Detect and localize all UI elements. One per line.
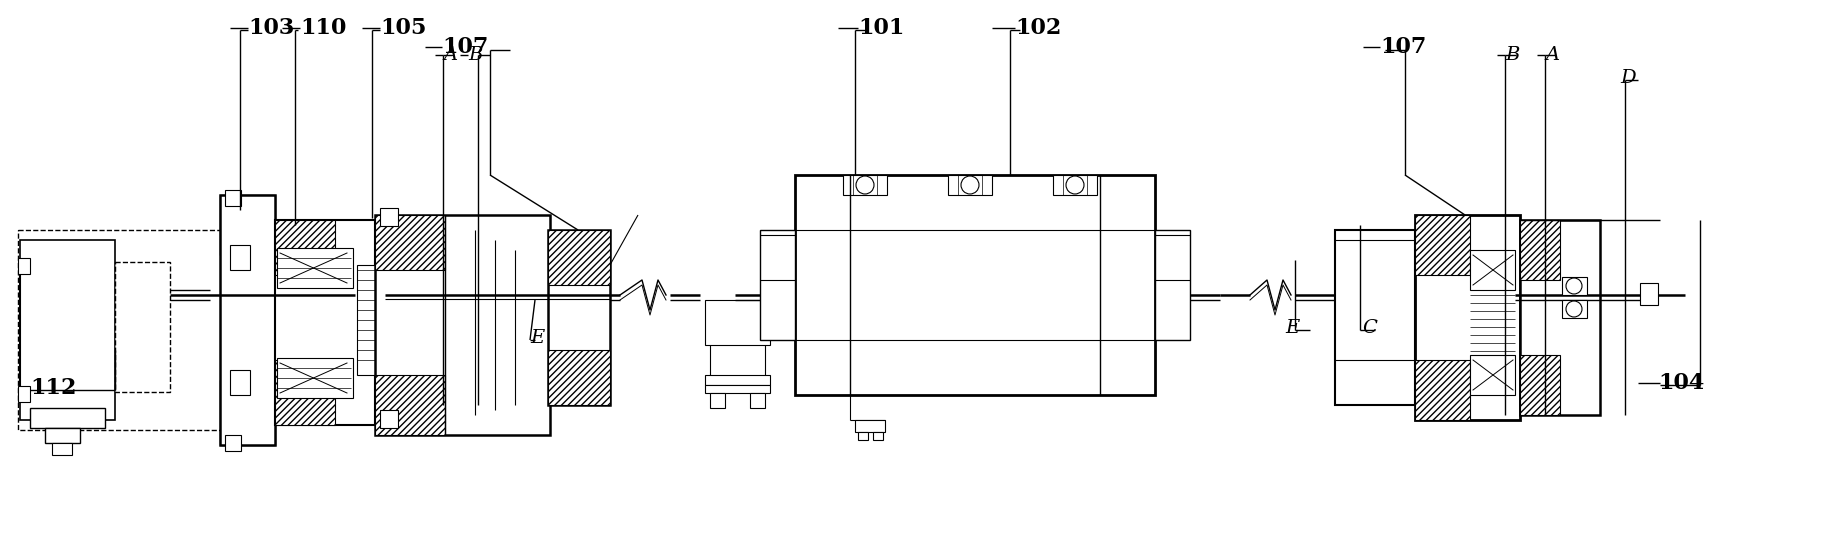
Text: 105: 105: [379, 17, 427, 39]
Bar: [1415, 215, 1519, 420]
Text: 104: 104: [1657, 372, 1703, 394]
Text: B: B: [1504, 46, 1519, 64]
Circle shape: [1065, 176, 1083, 194]
Text: 101: 101: [857, 17, 904, 39]
Bar: [230, 245, 250, 270]
Bar: [547, 230, 609, 405]
Bar: [379, 208, 397, 226]
Text: 107: 107: [441, 36, 489, 58]
Bar: [873, 432, 882, 440]
Bar: [1519, 220, 1599, 415]
Bar: [706, 375, 769, 385]
Bar: [230, 370, 250, 395]
Bar: [224, 435, 241, 451]
Bar: [709, 393, 724, 408]
Bar: [1415, 215, 1469, 275]
Bar: [18, 230, 237, 430]
Bar: [53, 443, 71, 455]
Bar: [20, 240, 115, 420]
Bar: [855, 420, 884, 432]
Text: E: E: [1283, 319, 1298, 337]
Bar: [1052, 175, 1096, 195]
Bar: [706, 300, 769, 345]
Text: C: C: [1362, 319, 1376, 337]
Circle shape: [1566, 278, 1581, 294]
Text: 110: 110: [299, 17, 346, 39]
Text: 103: 103: [248, 17, 294, 39]
Text: A: A: [443, 46, 458, 64]
Circle shape: [1566, 301, 1581, 317]
Bar: [1639, 283, 1657, 305]
Bar: [760, 230, 795, 340]
Text: 112: 112: [29, 377, 77, 399]
Bar: [547, 230, 609, 285]
Bar: [357, 265, 386, 375]
Text: 102: 102: [1014, 17, 1061, 39]
Bar: [857, 432, 868, 440]
Bar: [1415, 360, 1469, 420]
Text: D: D: [1619, 69, 1635, 87]
Bar: [18, 386, 29, 402]
Bar: [376, 215, 551, 435]
Text: A: A: [1544, 46, 1559, 64]
Bar: [948, 175, 992, 195]
Bar: [221, 195, 275, 255]
Bar: [842, 175, 886, 195]
Bar: [547, 350, 609, 405]
Bar: [115, 262, 170, 392]
Bar: [749, 393, 764, 408]
Bar: [706, 385, 769, 393]
Bar: [1560, 300, 1586, 318]
Text: B: B: [469, 46, 481, 64]
Text: 107: 107: [1380, 36, 1426, 58]
Bar: [29, 408, 106, 428]
Bar: [376, 375, 445, 435]
Bar: [376, 215, 445, 270]
Bar: [379, 410, 397, 428]
Bar: [1469, 355, 1515, 395]
Bar: [275, 360, 335, 425]
Bar: [277, 358, 354, 398]
Text: E: E: [530, 329, 543, 347]
Bar: [1560, 277, 1586, 295]
Bar: [1519, 355, 1559, 415]
Circle shape: [855, 176, 873, 194]
Bar: [1469, 250, 1515, 290]
Bar: [224, 190, 241, 206]
Bar: [795, 175, 1154, 395]
Bar: [46, 428, 80, 443]
Bar: [1334, 230, 1415, 405]
Bar: [221, 380, 275, 445]
Bar: [277, 248, 354, 288]
Bar: [275, 220, 376, 425]
Circle shape: [961, 176, 979, 194]
Bar: [1154, 230, 1189, 340]
Bar: [18, 258, 29, 274]
Bar: [275, 220, 335, 275]
Bar: [221, 195, 275, 445]
Bar: [1519, 220, 1559, 280]
